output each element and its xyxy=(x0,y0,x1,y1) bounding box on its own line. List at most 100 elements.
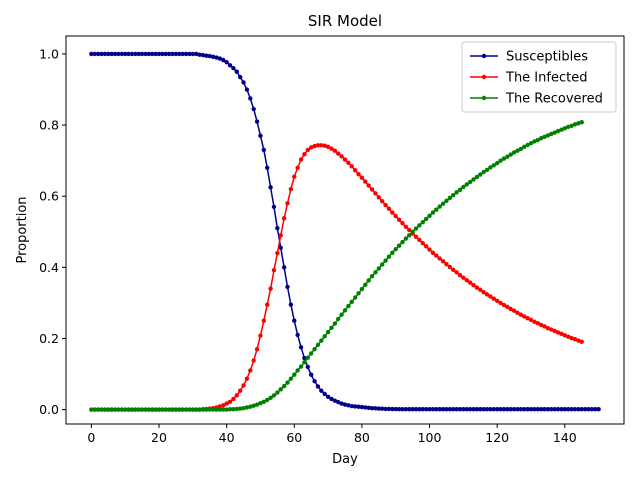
data-point xyxy=(383,258,388,263)
data-point xyxy=(576,121,581,126)
data-point xyxy=(329,146,334,151)
data-point xyxy=(380,406,385,411)
data-point xyxy=(366,278,371,283)
data-point xyxy=(170,407,175,412)
data-point xyxy=(417,407,422,412)
data-point xyxy=(241,80,246,85)
data-point xyxy=(349,164,354,169)
data-point xyxy=(413,226,419,231)
data-point xyxy=(268,185,273,190)
data-point xyxy=(481,169,486,175)
data-point xyxy=(403,236,409,241)
data-point xyxy=(505,407,510,412)
data-point xyxy=(336,399,341,405)
data-point xyxy=(139,51,145,57)
data-point xyxy=(346,160,351,165)
data-point xyxy=(106,407,111,412)
data-point xyxy=(92,51,97,57)
data-point xyxy=(413,407,419,412)
data-point xyxy=(484,167,490,173)
legend-item: Susceptibles xyxy=(470,50,588,65)
data-point xyxy=(511,407,517,412)
data-point xyxy=(295,368,300,373)
data-point xyxy=(538,136,544,141)
data-point xyxy=(197,52,202,57)
data-point xyxy=(281,216,287,221)
data-point xyxy=(342,157,348,162)
data-point xyxy=(227,399,233,404)
data-point xyxy=(95,407,101,412)
data-point xyxy=(464,277,469,283)
data-point xyxy=(312,378,317,384)
data-point xyxy=(518,407,524,412)
data-point xyxy=(464,182,469,187)
data-point xyxy=(278,245,283,250)
data-point xyxy=(180,407,185,412)
data-point xyxy=(427,407,432,412)
data-point xyxy=(373,270,378,275)
data-point xyxy=(525,407,530,412)
data-point xyxy=(363,179,368,184)
data-point xyxy=(471,177,476,182)
data-point xyxy=(251,106,256,112)
data-point xyxy=(332,398,338,403)
data-point xyxy=(136,407,141,412)
data-point xyxy=(390,210,395,215)
data-point xyxy=(525,142,530,148)
data-point xyxy=(308,372,314,377)
legend-marker xyxy=(481,74,487,80)
data-point xyxy=(265,397,270,403)
legend-item: The Infected xyxy=(470,71,587,86)
data-point xyxy=(542,324,547,329)
data-point xyxy=(244,376,250,381)
data-point xyxy=(538,407,544,412)
data-point xyxy=(187,407,192,412)
data-point xyxy=(396,243,402,248)
data-point xyxy=(153,407,158,412)
data-point xyxy=(173,51,179,57)
data-point xyxy=(339,154,344,159)
data-point xyxy=(508,306,513,312)
data-point xyxy=(478,172,483,177)
data-point xyxy=(156,407,162,412)
data-point xyxy=(336,151,341,156)
series-the-recovered xyxy=(89,120,584,412)
data-point xyxy=(359,286,365,292)
data-point xyxy=(532,139,537,144)
data-point xyxy=(423,216,429,222)
data-point xyxy=(535,320,540,326)
data-point xyxy=(386,206,392,211)
data-point xyxy=(251,403,256,408)
y-axis-label: Proportion xyxy=(15,196,30,263)
data-point xyxy=(346,403,351,408)
data-point xyxy=(555,407,561,412)
data-point xyxy=(511,150,517,155)
data-point xyxy=(200,407,206,412)
data-point xyxy=(99,51,104,57)
data-point xyxy=(177,51,182,57)
data-point xyxy=(336,316,341,322)
data-point xyxy=(515,148,520,153)
data-point xyxy=(102,51,108,57)
legend-marker xyxy=(481,53,487,59)
data-point xyxy=(275,226,280,231)
data-point xyxy=(285,284,290,290)
data-point xyxy=(579,339,584,344)
data-point xyxy=(430,407,436,412)
data-point xyxy=(430,250,436,255)
data-point xyxy=(207,407,212,412)
data-point xyxy=(579,120,584,125)
data-point xyxy=(420,219,425,225)
data-point xyxy=(454,270,459,275)
data-point xyxy=(224,401,229,406)
data-point xyxy=(298,157,304,162)
data-point xyxy=(488,294,493,299)
data-point xyxy=(143,51,148,57)
data-point xyxy=(217,407,223,412)
data-point xyxy=(366,183,371,188)
data-point xyxy=(369,274,375,279)
data-point xyxy=(177,407,182,412)
data-point xyxy=(339,312,344,317)
data-point xyxy=(248,368,253,373)
data-point xyxy=(292,372,297,377)
